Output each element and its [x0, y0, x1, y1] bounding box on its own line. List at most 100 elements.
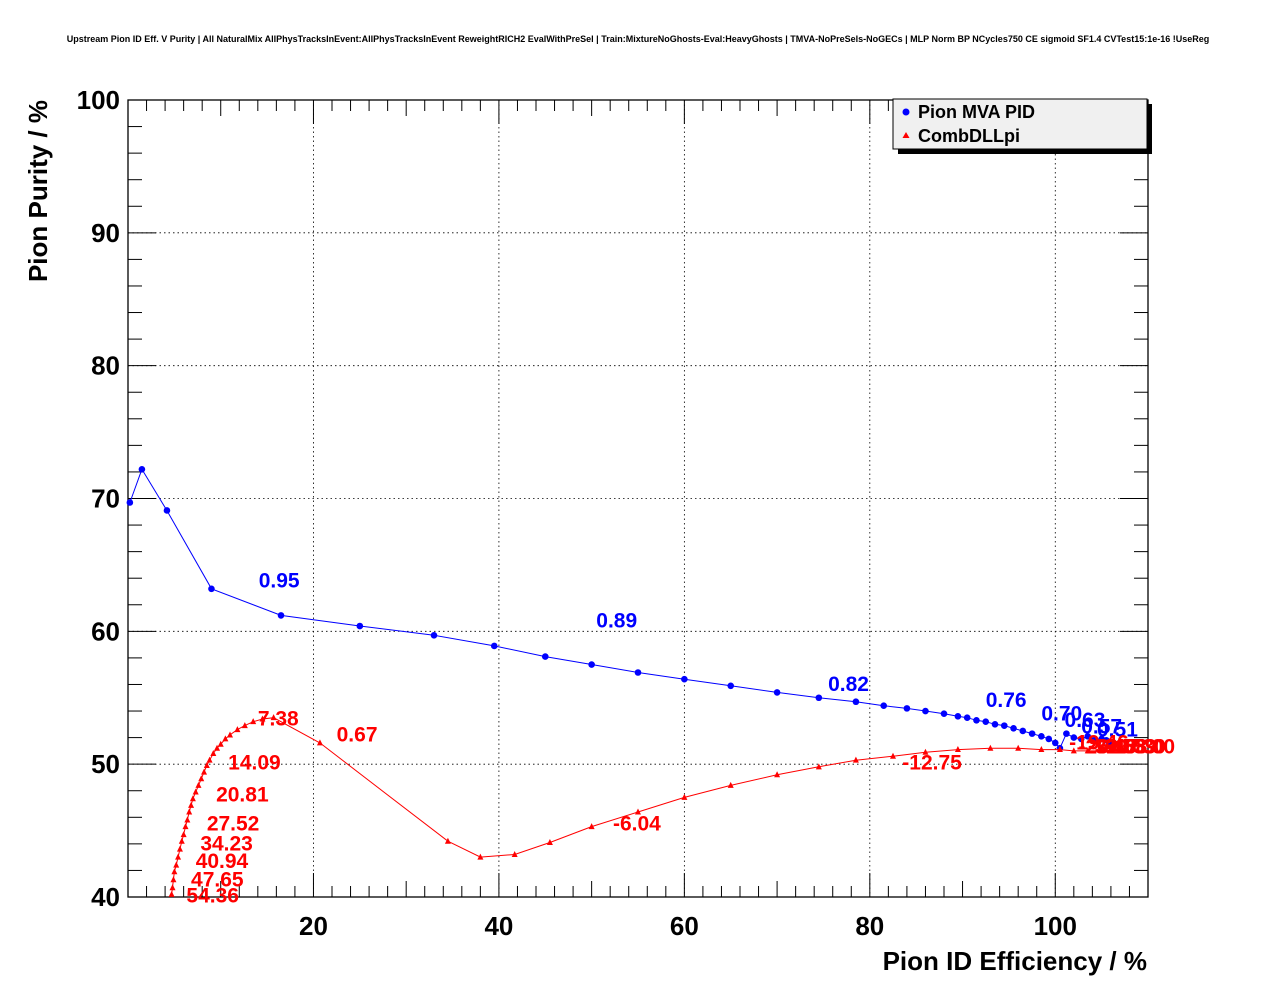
point-label: 0.76 — [986, 689, 1027, 712]
data-point — [189, 795, 196, 802]
data-point — [163, 507, 171, 514]
data-point — [182, 823, 189, 830]
data-point — [727, 682, 735, 690]
data-point — [1038, 746, 1045, 753]
data-point — [201, 768, 208, 775]
legend-box — [892, 98, 1148, 150]
data-point — [1098, 747, 1105, 754]
data-point — [991, 721, 999, 728]
data-point — [184, 816, 191, 823]
data-point — [270, 714, 277, 721]
data-point — [250, 718, 257, 725]
data-point — [490, 642, 498, 650]
data-point — [1077, 735, 1085, 743]
x-tick-label: 60 — [670, 911, 699, 941]
data-point — [852, 756, 859, 763]
point-label: 0.70 — [1041, 702, 1082, 725]
data-point — [227, 731, 233, 738]
data-point — [681, 675, 688, 683]
data-point — [176, 845, 183, 852]
point-label: 0.51 — [1097, 718, 1138, 741]
data-point — [1090, 736, 1098, 744]
data-point — [169, 884, 176, 891]
data-point — [982, 718, 990, 725]
data-point — [168, 890, 175, 897]
data-point — [277, 612, 285, 619]
legend-label-combdllpi: CombDLLpi — [918, 126, 1020, 146]
point-label: -19.46 — [1069, 732, 1129, 755]
data-point — [1063, 730, 1070, 737]
series-1: 7.38 0.67 14.09 20.81 27.5234.2340.9447.6554… — [168, 708, 1175, 907]
point-label: 0.95 — [259, 569, 300, 592]
point-label: -32.88 — [1088, 736, 1148, 759]
y-tick-label: 40 — [91, 882, 120, 912]
point-label: 0.89 — [596, 609, 637, 632]
data-point — [430, 632, 438, 639]
legend-marker-pion-mva — [902, 108, 910, 116]
x-tick-label: 80 — [855, 911, 884, 941]
data-point — [214, 744, 221, 751]
data-point — [170, 876, 177, 883]
legend-label-pion-mva: Pion MVA PID — [918, 102, 1035, 122]
data-point — [1084, 747, 1091, 754]
data-point — [1117, 747, 1124, 754]
point-label: 0.63 — [1065, 709, 1106, 732]
point-label: -26.17 — [1078, 736, 1138, 759]
data-point — [356, 622, 364, 630]
y-tick-label: 90 — [91, 218, 120, 248]
point-label: -6.04 — [613, 813, 661, 836]
data-point — [773, 689, 781, 696]
point-label: 0.67 — [337, 724, 378, 747]
data-point — [954, 746, 961, 753]
data-point — [198, 775, 205, 782]
data-point — [1107, 747, 1114, 754]
data-point — [987, 744, 994, 751]
data-point — [963, 714, 971, 721]
data-point — [511, 850, 518, 857]
y-tick-label: 60 — [91, 616, 120, 646]
point-label: -39.59 — [1097, 736, 1157, 759]
x-tick-label: 100 — [1034, 911, 1077, 941]
data-point — [588, 661, 595, 668]
data-point — [173, 861, 180, 868]
data-point — [126, 499, 134, 506]
x-tick-labels: 20 40 60 80 100 — [299, 911, 1077, 941]
series-layer: 0.95 0.89 0.82 0.76 0.700.630.570.51 7.38 0.67… — [126, 465, 1175, 907]
data-point — [815, 763, 822, 770]
data-point — [444, 837, 451, 844]
point-label: -46.30 — [1106, 736, 1166, 759]
data-point — [1038, 732, 1045, 740]
data-point — [541, 653, 549, 660]
data-point — [1000, 722, 1008, 729]
y-tick-label: 100 — [77, 85, 120, 115]
data-point — [588, 823, 595, 830]
data-point — [634, 669, 642, 676]
point-label: 20.81 — [216, 783, 269, 806]
data-point — [727, 781, 734, 788]
series-line — [171, 717, 1121, 895]
data-point — [681, 793, 688, 800]
data-point — [954, 713, 962, 720]
y-axis-label: Pion Purity / % — [23, 100, 53, 282]
data-point — [206, 756, 213, 763]
data-point — [195, 781, 202, 788]
data-point — [1015, 744, 1022, 751]
y-tick-label: 70 — [91, 484, 120, 514]
point-label: 7.38 — [258, 708, 299, 731]
point-label: 0.57 — [1081, 716, 1122, 739]
data-point — [175, 853, 182, 860]
y-tick-label: 80 — [91, 351, 120, 381]
data-point — [973, 717, 980, 724]
data-point — [241, 722, 248, 729]
data-point — [1070, 747, 1077, 754]
data-point — [210, 750, 217, 757]
data-point — [880, 702, 888, 710]
data-point — [188, 801, 195, 808]
y-tick-label: 50 — [91, 749, 120, 779]
grid — [128, 100, 1148, 897]
point-label: 47.65 — [191, 868, 244, 891]
chart-title: Upstream Pion ID Eff. V Purity | All Nat… — [67, 34, 1209, 44]
x-tick-label: 20 — [299, 911, 328, 941]
series-0: 0.95 0.89 0.82 0.76 0.700.630.570.51 — [126, 465, 1138, 752]
